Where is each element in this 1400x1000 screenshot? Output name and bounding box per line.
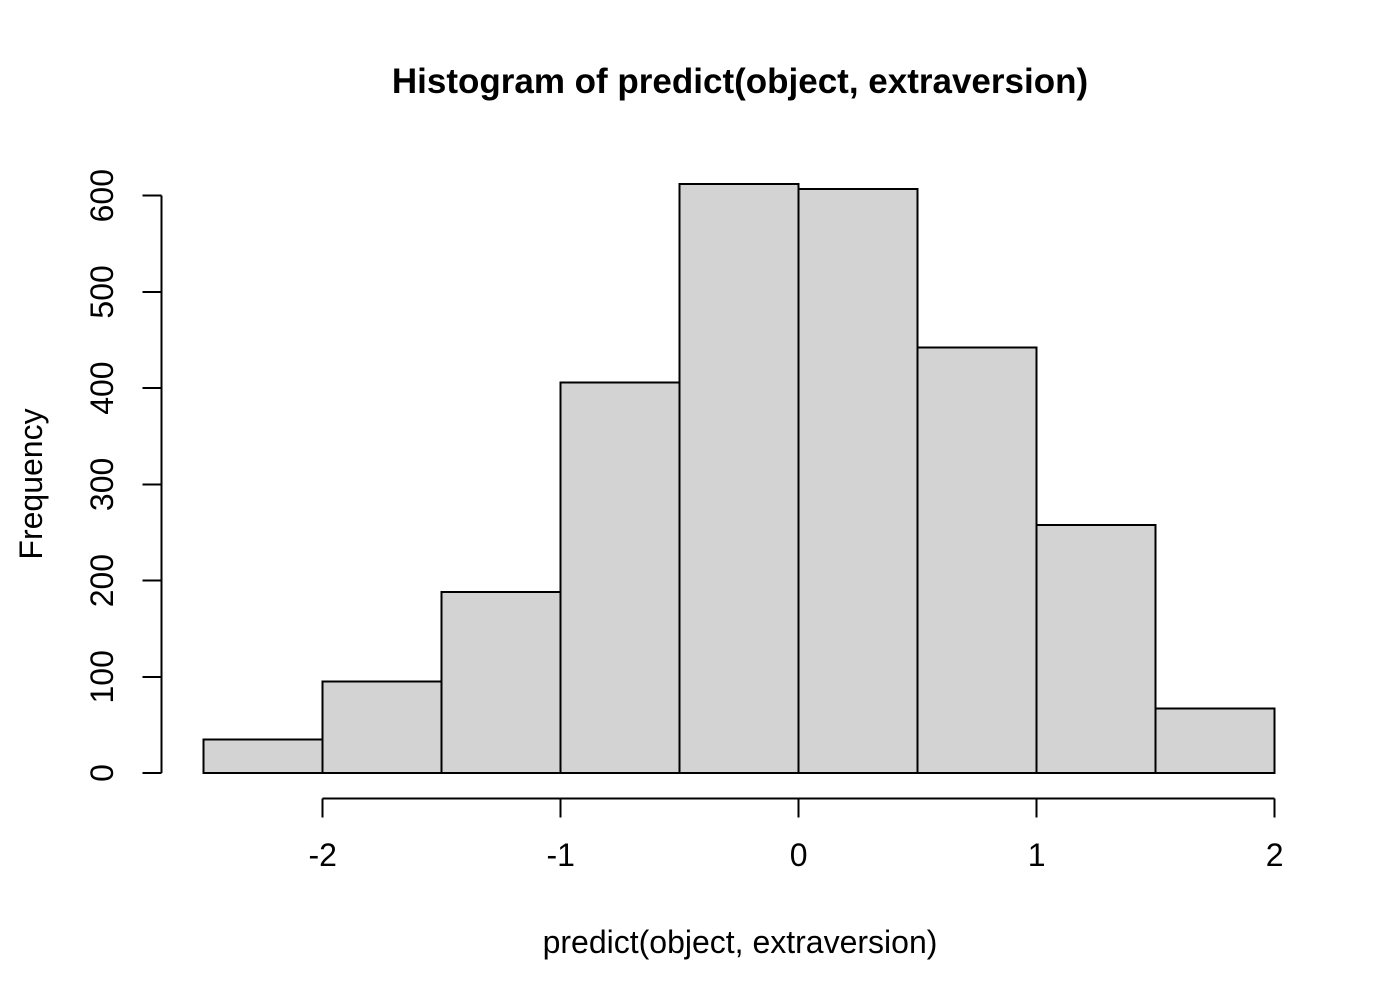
x-tick-label: 0	[790, 837, 808, 873]
y-tick-label: 500	[84, 265, 120, 318]
y-tick-label: 200	[84, 554, 120, 607]
bars-layer	[202, 183, 1276, 774]
x-tick-label: -1	[546, 837, 574, 873]
axes-layer: 0 100 200 300 400 500 600 -2 -1 0 1 2	[84, 169, 1284, 873]
histogram-bar	[678, 183, 800, 774]
chart-title: Histogram of predict(object, extraversio…	[392, 62, 1088, 101]
y-tick-label: 300	[84, 458, 120, 511]
x-tick-label: -2	[308, 837, 336, 873]
histogram-bar	[1154, 707, 1276, 774]
histogram-bar	[202, 738, 324, 774]
x-tick-label: 1	[1028, 837, 1046, 873]
histogram-bar	[321, 680, 443, 774]
x-tick-label: 2	[1266, 837, 1284, 873]
histogram-bar	[1035, 523, 1157, 774]
x-axis-title: predict(object, extraversion)	[543, 924, 938, 960]
histogram-bar	[559, 381, 681, 774]
y-axis-title: Frequency	[13, 408, 49, 559]
y-tick-label: 400	[84, 361, 120, 414]
y-tick-label: 600	[84, 169, 120, 222]
histogram-bar	[440, 591, 562, 774]
y-tick-label: 100	[84, 650, 120, 703]
histogram-bar	[916, 346, 1038, 774]
histogram-bar	[797, 188, 919, 774]
y-tick-label: 0	[84, 764, 120, 782]
